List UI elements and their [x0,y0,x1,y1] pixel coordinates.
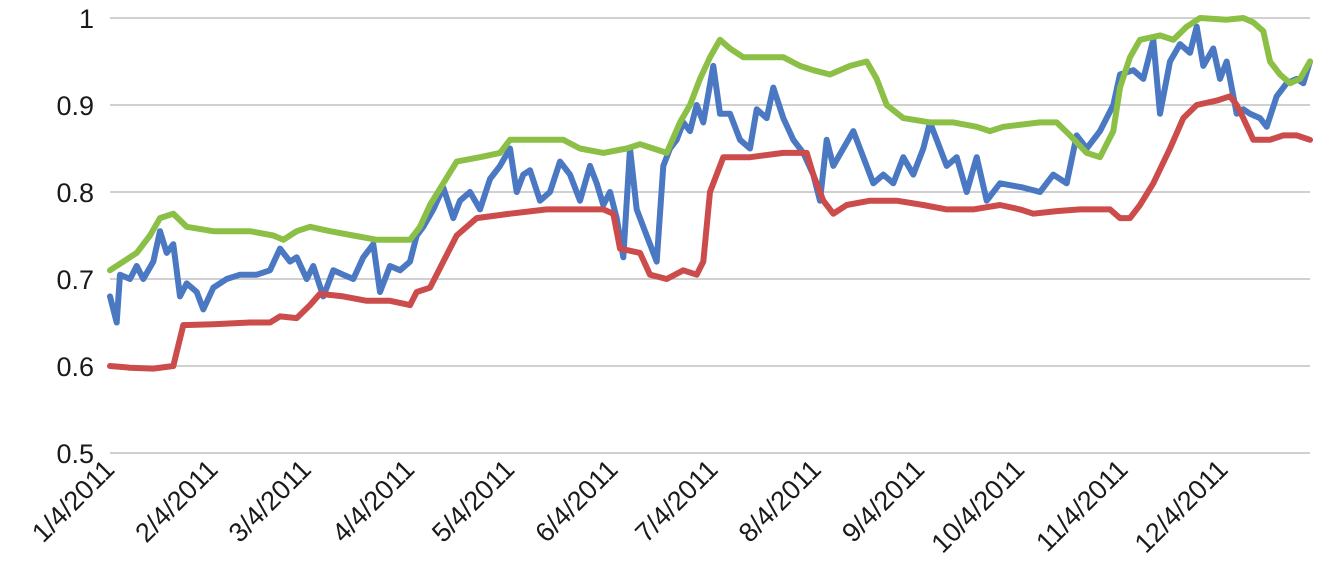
x-tick-label: 3/4/2011 [223,454,317,548]
x-tick-label: 8/4/2011 [733,454,827,548]
x-tick-label: 6/4/2011 [529,454,623,548]
series-line-green [107,15,1313,274]
x-tick-label: 5/4/2011 [426,454,520,548]
y-tick-label: 1 [79,4,94,34]
y-tick-label: 0.5 [56,439,94,469]
x-tick-label: 12/4/2011 [1129,454,1234,559]
x-tick-label: 9/4/2011 [836,454,930,548]
series-line-blue [107,23,1313,326]
x-tick-label: 11/4/2011 [1030,454,1133,557]
x-tick-label: 2/4/2011 [129,454,223,548]
y-tick-label: 0.7 [56,265,94,295]
series-lines [107,15,1313,372]
x-tick-label: 7/4/2011 [629,454,723,548]
x-tick-label: 4/4/2011 [326,454,420,548]
y-tick-label: 0.9 [56,91,94,121]
series-line-red [107,93,1313,372]
y-tick-label: 0.8 [56,178,94,208]
y-axis-tick-labels: 0.5 0.6 0.7 0.8 0.9 1 [56,4,94,469]
x-axis-tick-labels: 1/4/2011 2/4/2011 3/4/2011 4/4/2011 5/4/2011… [26,454,1233,559]
x-tick-label: 10/4/2011 [926,454,1031,559]
y-tick-label: 0.6 [56,352,94,382]
